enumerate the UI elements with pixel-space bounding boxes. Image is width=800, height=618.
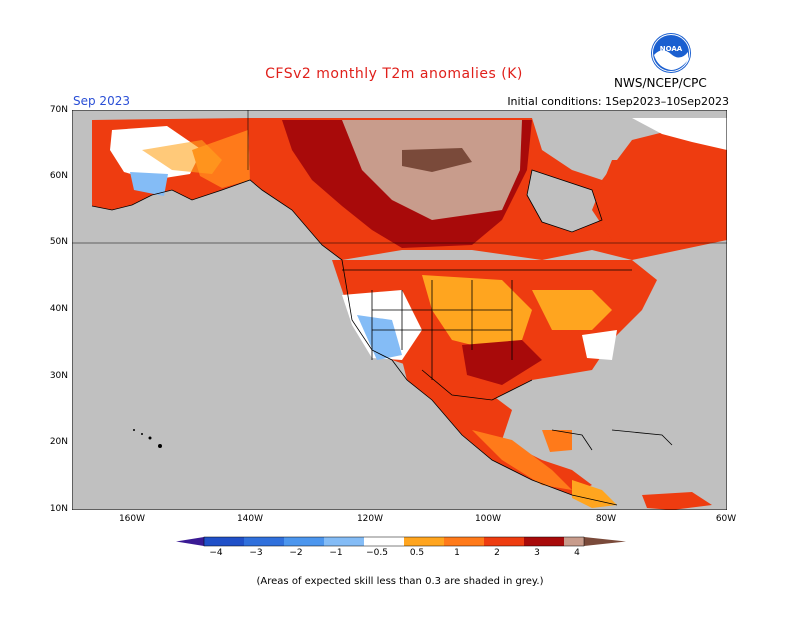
canada-brown bbox=[402, 148, 472, 172]
us-southeast-white bbox=[582, 330, 617, 360]
mexico-region bbox=[402, 360, 592, 495]
central-america-orange bbox=[572, 480, 617, 508]
coastlines bbox=[91, 169, 673, 506]
colorbar-seg-neg4-neg3 bbox=[204, 537, 244, 546]
colorbar-arrow-low bbox=[176, 537, 204, 546]
noaa-logo-icon: NOAA bbox=[651, 33, 691, 73]
lon-label-60w: 60W bbox=[715, 514, 737, 524]
anomaly-colorbar bbox=[176, 536, 626, 547]
alaska-peach bbox=[142, 140, 222, 174]
initial-conditions: Initial conditions: 1Sep2023–10Sep2023 bbox=[507, 95, 729, 108]
colorbar-seg-white bbox=[364, 537, 404, 546]
lat-label-40n: 40N bbox=[49, 304, 68, 314]
colorbar-label-neg1: −1 bbox=[329, 548, 343, 558]
lon-label-140w: 140W bbox=[236, 514, 264, 524]
colorbar-seg-2-3 bbox=[484, 537, 524, 546]
colorbar-seg-4a bbox=[564, 537, 584, 546]
lon-label-160w: 160W bbox=[118, 514, 146, 524]
lat-label-20n: 20N bbox=[49, 437, 68, 447]
lat-label-70n: 70N bbox=[49, 105, 68, 115]
agency-label: NWS/NCEP/CPC bbox=[614, 76, 707, 90]
us-darkred-south bbox=[462, 340, 542, 385]
skill-note: (Areas of expected skill less than 0.3 a… bbox=[256, 576, 544, 587]
south-america-tip bbox=[642, 492, 712, 510]
alaska-blue bbox=[130, 172, 168, 196]
colorbar-label-neg2: −2 bbox=[289, 548, 303, 558]
colorbar-label-2: 2 bbox=[494, 548, 500, 558]
colorbar-seg-neg1-neg05 bbox=[324, 537, 364, 546]
lat-label-50n: 50N bbox=[49, 237, 68, 247]
lon-label-120w: 120W bbox=[356, 514, 384, 524]
us-orange-central bbox=[422, 275, 532, 350]
colorbar-seg-1-2 bbox=[444, 537, 484, 546]
colorbar-label-neg05: −0.5 bbox=[366, 548, 388, 558]
land-anomaly-fields bbox=[92, 118, 727, 510]
colorbar-arrow-high bbox=[584, 537, 626, 546]
colorbar-seg-neg2-neg1 bbox=[284, 537, 324, 546]
colorbar-label-neg4: −4 bbox=[209, 548, 223, 558]
greenland bbox=[632, 118, 727, 150]
forecast-month: Sep 2023 bbox=[73, 94, 130, 108]
colorbar-seg-neg3-neg2 bbox=[244, 537, 284, 546]
lat-label-30n: 30N bbox=[49, 371, 68, 381]
colorbar-seg-3-4 bbox=[524, 537, 564, 546]
colorbar-label-neg3: −3 bbox=[249, 548, 263, 558]
colorbar-label-3: 3 bbox=[534, 548, 540, 558]
canada-east-red bbox=[592, 160, 727, 250]
mexico-orange bbox=[472, 430, 572, 490]
lon-label-100w: 100W bbox=[474, 514, 502, 524]
map-title: CFSv2 monthly T2m anomalies (K) bbox=[265, 66, 523, 82]
graticule bbox=[72, 110, 727, 244]
colorbar-label-4: 4 bbox=[574, 548, 580, 558]
us-west-blue bbox=[357, 315, 402, 360]
lat-label-10n: 10N bbox=[49, 504, 68, 514]
svg-text:NOAA: NOAA bbox=[660, 45, 683, 53]
yucatan bbox=[542, 430, 572, 452]
lon-label-80w: 80W bbox=[595, 514, 617, 524]
hudson-bay bbox=[527, 170, 602, 232]
us-orange-east bbox=[532, 290, 612, 330]
colorbar-seg-05-1 bbox=[404, 537, 444, 546]
colorbar-label-05: 0.5 bbox=[409, 548, 425, 558]
hawaii-islands bbox=[133, 429, 162, 448]
colorbar-label-1: 1 bbox=[454, 548, 460, 558]
anomaly-map bbox=[72, 110, 727, 510]
lat-label-60n: 60N bbox=[49, 171, 68, 181]
